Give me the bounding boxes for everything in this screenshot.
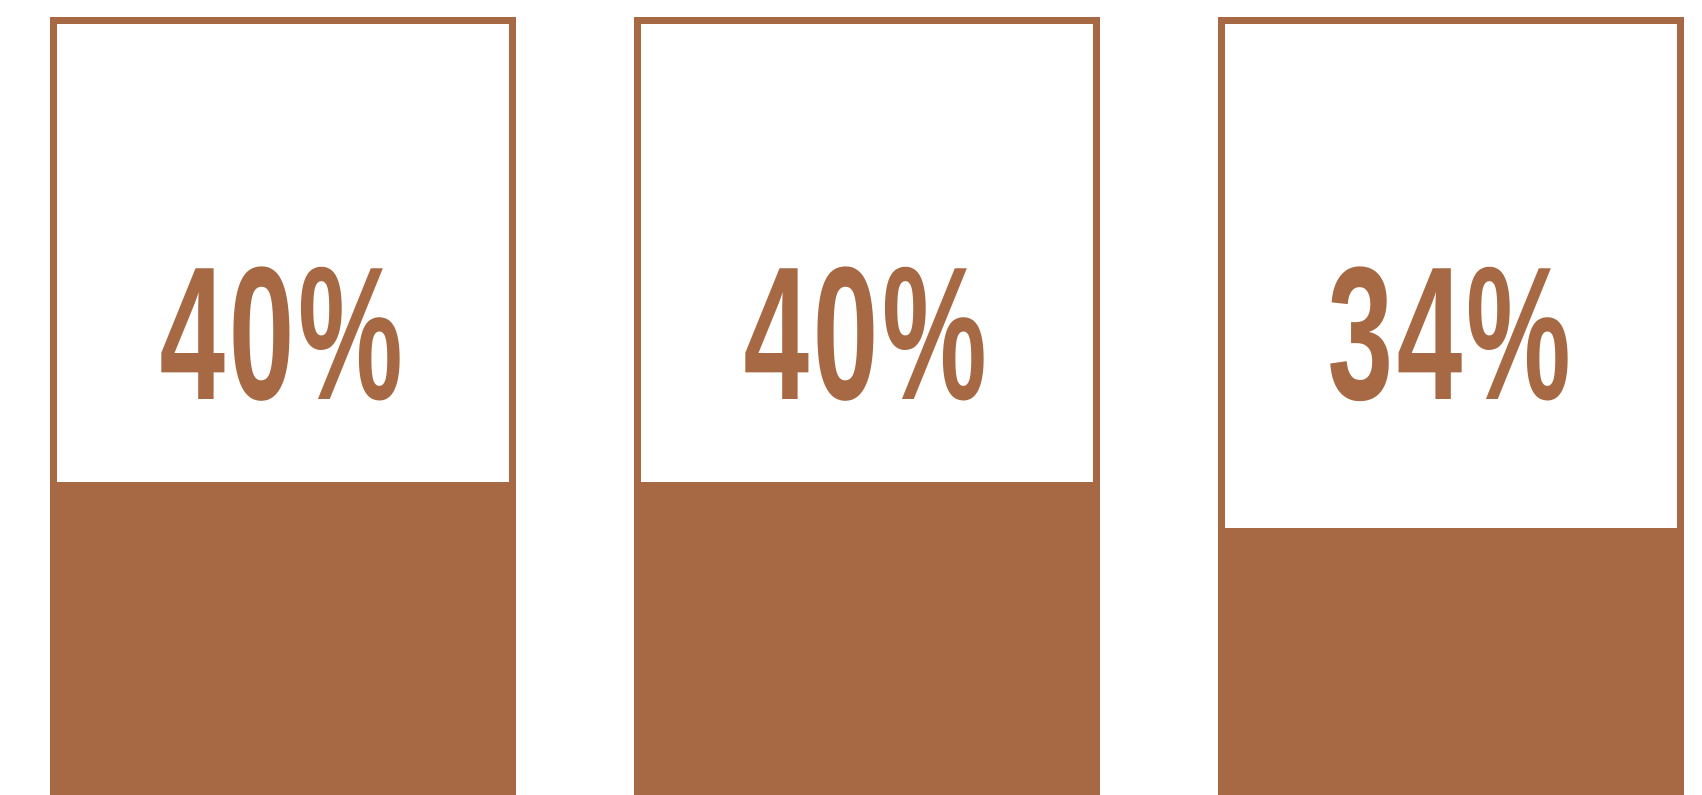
gauge-2-value-label: 40% [743,228,991,440]
gauge-3: 34% [1218,17,1684,795]
gauge-3-value-label: 34% [1327,228,1575,440]
gauge-2-fill-bar [641,482,1093,788]
gauge-3-fill-bar [1225,528,1677,788]
gauge-1-value-label: 40% [159,228,407,440]
gauge-1-fill-bar [57,482,509,788]
gauge-1: 40% [50,17,516,795]
gauge-2: 40% [634,17,1100,795]
